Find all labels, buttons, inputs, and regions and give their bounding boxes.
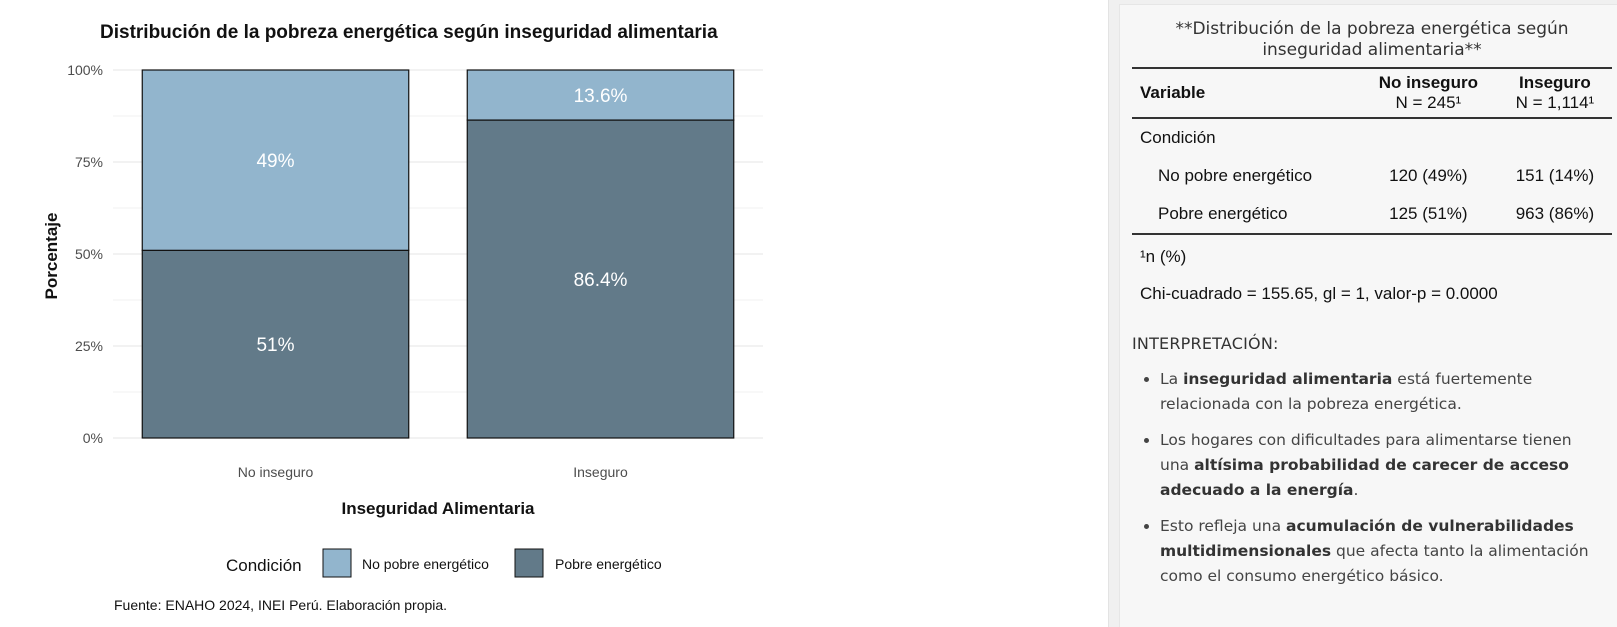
data-label: 49%	[256, 151, 294, 172]
text: está fuertemente relacionada con la pobr…	[1160, 370, 1533, 413]
list-item: La inseguridad alimentaria está fuerteme…	[1160, 367, 1600, 417]
chi-square-result: Chi-cuadrado = 155.65, gl = 1, valor-p =…	[1140, 284, 1498, 303]
table-footnote: ¹n (%)	[1140, 247, 1187, 266]
bar-segment	[466, 69, 735, 121]
emphasis: inseguridad alimentaria	[1183, 370, 1393, 388]
text: Los hogares con dificultades para alimen…	[1160, 431, 1572, 474]
legend-label-pobre: Pobre energético	[555, 556, 662, 572]
legend-title: Condición	[226, 556, 302, 575]
text: La	[1160, 370, 1184, 388]
y-tick-label: 75%	[75, 154, 103, 170]
chart-title: Distribución de la pobreza energética se…	[100, 22, 718, 43]
header-no-inseguro-n: N = 245¹	[1395, 93, 1462, 112]
emphasis: acumulación de vulnerabilidades multidim…	[1160, 517, 1574, 560]
interpretation-title: INTERPRETACIÓN:	[1132, 334, 1279, 353]
header-inseguro-name: Inseguro	[1519, 73, 1591, 92]
list-item: Esto refleja una acumulación de vulnerab…	[1160, 514, 1600, 589]
legend-label-no-pobre: No pobre energético	[362, 556, 489, 572]
header-variable: Variable	[1140, 83, 1206, 102]
text: Esto refleja una	[1160, 517, 1287, 535]
text: que afecta tanto la alimentación como el…	[1160, 542, 1589, 585]
emphasis: altísima probabilidad de carecer de acce…	[1160, 456, 1569, 499]
y-tick-label: 25%	[75, 338, 103, 354]
table-header-row: Variable No inseguro N = 245¹ Inseguro N…	[1132, 68, 1612, 118]
legend-swatch-no-pobre	[322, 548, 352, 578]
summary-table: Variable No inseguro N = 245¹ Inseguro N…	[1132, 67, 1612, 235]
table-row: No pobre energético 120 (49%) 151 (14%)	[1132, 157, 1612, 195]
table-row: Condición	[1132, 118, 1612, 157]
chart-panel: Distribución de la pobreza energética se…	[0, 0, 1109, 627]
y-axis-label: Porcentaje	[42, 213, 61, 300]
row-label: No pobre energético	[1158, 166, 1313, 185]
y-tick-label: 100%	[67, 62, 103, 78]
row-value: 963 (86%)	[1515, 204, 1595, 223]
stacked-bar-chart: Distribución de la pobreza energética se…	[42, 22, 763, 613]
table-title: **Distribución de la pobreza energética …	[1175, 19, 1569, 60]
y-tick-label: 50%	[75, 246, 103, 262]
summary-panel: **Distribución de la pobreza energética …	[1119, 4, 1617, 627]
bar-segment	[466, 119, 735, 439]
y-tick-label: 0%	[83, 430, 103, 446]
header-inseguro: Inseguro N = 1,114¹	[1498, 68, 1612, 118]
row-value: 125 (51%)	[1389, 204, 1468, 223]
x-tick-label: Inseguro	[573, 464, 628, 480]
row-label: Pobre energético	[1158, 204, 1288, 223]
labels-layer: 51% 49% No inseguro 86.4% 13.6% Inseguro	[238, 86, 628, 480]
bar-segment	[141, 69, 410, 251]
row-value: 151 (14%)	[1515, 166, 1595, 185]
group-label: Condición	[1140, 128, 1216, 147]
interpretation-list: La inseguridad alimentaria está fuerteme…	[1132, 367, 1600, 589]
chart-caption: Fuente: ENAHO 2024, INEI Perú. Elaboraci…	[114, 597, 447, 613]
list-item: Los hogares con dificultades para alimen…	[1160, 428, 1600, 503]
table-row: Pobre energético 125 (51%) 963 (86%)	[1132, 195, 1612, 234]
legend-swatch-pobre	[514, 548, 544, 578]
data-label: 13.6%	[574, 86, 628, 107]
bar-segment	[141, 249, 410, 439]
bars-layer	[141, 69, 735, 439]
header-no-inseguro: No inseguro N = 245¹	[1359, 68, 1498, 118]
data-label: 51%	[256, 335, 294, 356]
x-axis-label: Inseguridad Alimentaria	[341, 499, 535, 518]
header-no-inseguro-name: No inseguro	[1378, 73, 1478, 92]
row-value: 120 (49%)	[1389, 166, 1468, 185]
data-label: 86.4%	[574, 270, 628, 291]
header-inseguro-n: N = 1,114¹	[1515, 93, 1595, 112]
text: .	[1353, 481, 1359, 499]
x-tick-label: No inseguro	[238, 464, 314, 480]
legend: Condición No pobre energético Pobre ener…	[226, 548, 662, 578]
